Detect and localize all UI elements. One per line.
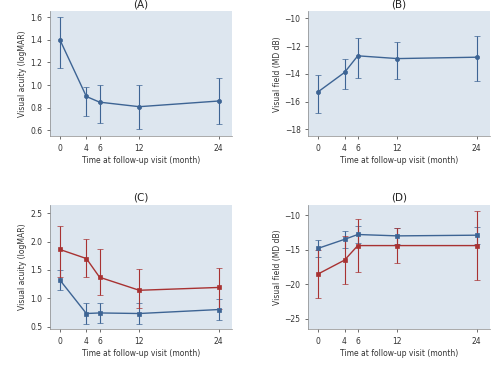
Y-axis label: Visual field (MD dB): Visual field (MD dB): [273, 229, 282, 305]
Y-axis label: Visual field (MD dB): Visual field (MD dB): [273, 36, 282, 111]
Y-axis label: Visual acuity (logMAR): Visual acuity (logMAR): [18, 224, 28, 310]
Title: (C): (C): [133, 193, 148, 203]
X-axis label: Time at follow-up visit (month): Time at follow-up visit (month): [340, 155, 458, 165]
X-axis label: Time at follow-up visit (month): Time at follow-up visit (month): [340, 349, 458, 358]
Title: (D): (D): [391, 193, 407, 203]
X-axis label: Time at follow-up visit (month): Time at follow-up visit (month): [82, 349, 200, 358]
Y-axis label: Visual acuity (logMAR): Visual acuity (logMAR): [18, 31, 28, 117]
Title: (A): (A): [134, 0, 148, 9]
Title: (B): (B): [392, 0, 406, 9]
X-axis label: Time at follow-up visit (month): Time at follow-up visit (month): [82, 155, 200, 165]
